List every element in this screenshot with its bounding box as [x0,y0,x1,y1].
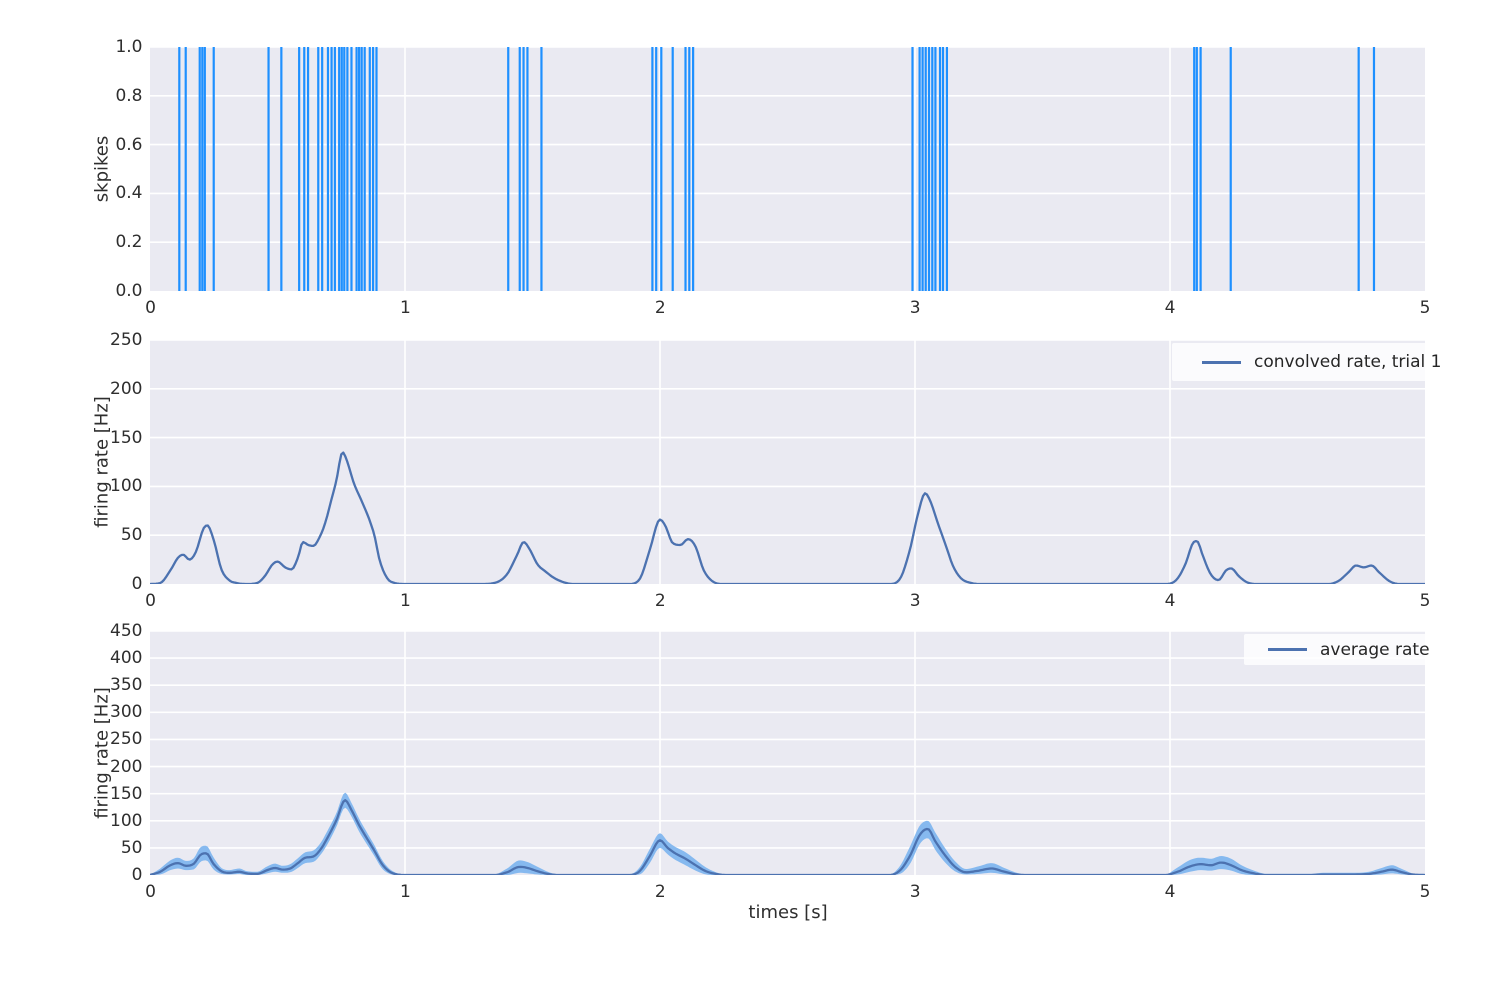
raster-canvas [150,47,1425,291]
x-tick-label: 0 [145,882,156,902]
y-tick-label: 0.2 [115,232,143,253]
x-tick-label: 4 [1164,882,1176,902]
legend-line-icon [1202,360,1241,364]
x-tick-label: 0 [145,591,156,611]
y-tick-label: 0.0 [115,281,143,301]
average-rate-canvas [150,631,1425,875]
x-tick-label: 4 [1164,298,1176,318]
x-tick-label: 3 [909,298,921,318]
x-tick-label: 3 [909,591,921,611]
y-tick-label: 350 [110,675,143,696]
y-tick-label: 250 [110,729,143,750]
legend-label: average rate [1320,639,1430,660]
y-tick-label: 1.0 [115,37,143,57]
x-tick-label: 1 [399,591,411,611]
x-tick-label: 1 [399,882,411,902]
y-tick-label: 200 [110,756,143,777]
y-tick-label: 400 [110,648,143,669]
y-tick-label: 0 [131,574,143,594]
y-tick-label: 300 [110,702,143,723]
average-rate-plot [150,631,1425,875]
legend-convolved-rate: convolved rate, trial 1 [1172,343,1454,381]
y-tick-label: 50 [120,837,143,858]
y-tick-label: 150 [110,783,143,804]
x-tick-label: 1 [399,298,411,318]
y-tick-label: 250 [110,330,143,350]
x-axis-label-times: times [s] [748,902,828,923]
y-tick-label: 100 [110,476,143,497]
y-tick-label: 200 [110,378,143,399]
y-tick-label: 450 [110,621,143,641]
y-tick-label: 0.6 [115,134,143,155]
y-tick-label: 100 [110,810,143,831]
y-tick-label: 50 [120,525,143,546]
y-tick-label: 150 [110,427,143,448]
legend-line-icon [1268,648,1307,651]
x-tick-label: 5 [1419,882,1431,902]
x-tick-label: 5 [1419,591,1431,611]
legend-average-rate: average rate [1244,634,1442,665]
y-axis-label-firing-rate-trial: firing rate [Hz] [91,396,113,528]
x-tick-label: 5 [1419,298,1431,318]
y-tick-label: 0 [131,865,143,885]
x-tick-label: 4 [1164,591,1176,611]
y-tick-label: 0.8 [115,85,143,106]
x-tick-label: 0 [145,298,156,318]
x-tick-label: 3 [909,882,921,902]
x-tick-label: 2 [654,298,666,318]
legend-label: convolved rate, trial 1 [1254,352,1442,372]
y-tick-label: 0.4 [115,183,143,204]
spike-raster-plot [150,47,1425,291]
x-tick-label: 2 [654,882,666,902]
x-tick-label: 2 [654,591,666,611]
